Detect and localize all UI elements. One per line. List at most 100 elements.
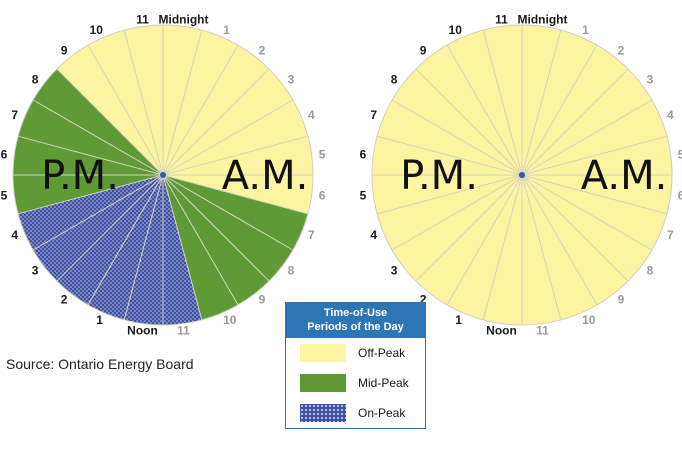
- legend-item-mid-peak: Mid-Peak: [286, 368, 425, 398]
- hour-label-pm-7: 7: [11, 108, 18, 122]
- hour-divider: [32, 99, 164, 176]
- hour-label-pm-8: 8: [32, 72, 39, 86]
- hour-label-am-4: 4: [308, 108, 315, 122]
- hour-label-pm-5: 5: [360, 189, 367, 203]
- hour-divider: [123, 29, 164, 176]
- hour-divider: [482, 174, 523, 321]
- hour-label-pm-9: 9: [420, 43, 427, 57]
- hour-label-pm-10: 10: [90, 23, 104, 37]
- hour-divider: [32, 174, 164, 251]
- source-note: Source: Ontario Energy Board: [6, 356, 194, 372]
- legend-title-line1: Time-of-Use: [323, 307, 388, 319]
- hour-divider: [376, 174, 523, 215]
- hour-label-noon: Noon: [486, 324, 517, 338]
- hour-divider: [87, 44, 164, 176]
- hour-divider: [446, 174, 523, 306]
- hour-divider: [123, 174, 164, 321]
- pm-label: P.M.: [41, 153, 119, 199]
- hour-divider: [415, 174, 523, 282]
- legend-title: Time-of-Use Periods of the Day: [286, 303, 425, 338]
- legend-label-on-peak: On-Peak: [358, 406, 406, 420]
- hour-label-am-5: 5: [678, 148, 682, 162]
- legend: Time-of-Use Periods of the Day Off-Peak …: [285, 302, 426, 429]
- hour-divider: [162, 44, 239, 176]
- hour-label-am-6: 6: [678, 189, 682, 203]
- clock-weekend: Midnight 1 2 3 4 5 6 7 8 9 10 11 Noon 1 2 3 4 5 6 7 8 9 10 11 P.…: [360, 12, 682, 337]
- hour-label-am-3: 3: [288, 72, 295, 86]
- legend-item-off-peak: Off-Peak: [286, 338, 425, 368]
- hour-divider: [162, 174, 203, 321]
- hour-divider: [17, 174, 164, 215]
- hour-label-pm-11: 11: [136, 12, 149, 26]
- hour-label-midnight: Midnight: [159, 12, 209, 26]
- hour-divider: [56, 174, 164, 282]
- hour-divider: [162, 174, 239, 306]
- pm-label: P.M.: [400, 153, 478, 199]
- hour-label-pm-3: 3: [391, 264, 398, 278]
- hour-divider: [87, 174, 164, 306]
- hour-label-am-5: 5: [319, 148, 326, 162]
- mid-peak-swatch: [300, 374, 346, 392]
- hour-divider: [415, 68, 523, 176]
- hour-label-midnight: Midnight: [518, 12, 568, 26]
- hour-label-pm-2: 2: [420, 293, 427, 307]
- hour-label-am-8: 8: [288, 264, 295, 278]
- hour-divider: [162, 99, 294, 176]
- hour-label-pm-6: 6: [1, 148, 8, 162]
- clock-summer: Midnight 1 2 3 4 5 6 7 8 9 10 11 Noon 1 2 3 4 5 6 7 8 9 10 11 P.…: [1, 12, 326, 337]
- hour-divider: [521, 29, 562, 176]
- hour-label-pm-4: 4: [370, 228, 377, 242]
- hour-label-pm-7: 7: [370, 108, 377, 122]
- hour-label-am-2: 2: [259, 43, 266, 57]
- hour-label-am-10: 10: [582, 313, 596, 327]
- period-sector-off-peak: [163, 24, 314, 214]
- hour-label-am-7: 7: [667, 228, 674, 242]
- am-label: A.M.: [222, 153, 309, 199]
- hour-divider: [17, 135, 164, 176]
- period-sector-mid-peak: [12, 68, 163, 214]
- hour-label-pm-11: 11: [495, 12, 508, 26]
- off-peak-swatch: [300, 344, 346, 362]
- hour-label-am-6: 6: [319, 189, 326, 203]
- hour-divider: [391, 99, 523, 176]
- hour-divider: [521, 174, 598, 306]
- hour-label-pm-3: 3: [32, 264, 39, 278]
- hour-label-pm-10: 10: [449, 23, 463, 37]
- hour-label-am-4: 4: [667, 108, 674, 122]
- hour-divider: [521, 174, 668, 215]
- clock-hub: [160, 172, 166, 178]
- hour-divider: [521, 44, 598, 176]
- hour-divider: [162, 174, 294, 251]
- clock-rim: [371, 24, 673, 326]
- hour-divider: [521, 135, 668, 176]
- hour-divider: [521, 174, 629, 282]
- hour-label-am-1: 1: [223, 23, 230, 37]
- hour-label-am-11: 11: [177, 324, 190, 338]
- hour-divider: [521, 174, 653, 251]
- hour-label-am-7: 7: [308, 228, 315, 242]
- hour-label-pm-5: 5: [1, 189, 8, 203]
- hour-label-pm-6: 6: [360, 148, 367, 162]
- hour-divider: [162, 174, 270, 282]
- hour-label-pm-8: 8: [391, 72, 398, 86]
- hour-label-am-3: 3: [647, 72, 654, 86]
- hour-divider: [162, 174, 309, 215]
- period-sector-off-peak: [56, 24, 163, 175]
- hour-divider: [446, 44, 523, 176]
- hour-divider: [391, 174, 523, 251]
- legend-label-mid-peak: Mid-Peak: [358, 376, 409, 390]
- hour-divider: [482, 29, 523, 176]
- clock-rim: [12, 24, 314, 326]
- hour-label-am-2: 2: [618, 43, 625, 57]
- hour-divider: [521, 99, 653, 176]
- hour-divider: [162, 68, 270, 176]
- hour-label-am-9: 9: [618, 293, 625, 307]
- hour-divider: [162, 135, 309, 176]
- hour-label-noon: Noon: [127, 324, 158, 338]
- clock-hub: [519, 172, 525, 178]
- hour-label-am-1: 1: [582, 23, 589, 37]
- hour-label-pm-1: 1: [455, 313, 462, 327]
- legend-title-line2: Periods of the Day: [307, 321, 404, 333]
- hour-label-am-11: 11: [536, 324, 549, 338]
